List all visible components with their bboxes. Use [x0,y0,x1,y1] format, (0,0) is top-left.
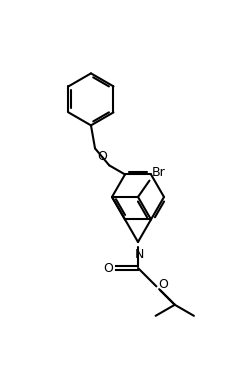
Text: O: O [97,151,107,163]
Text: Br: Br [151,165,165,178]
Text: O: O [159,278,168,291]
Text: N: N [134,248,144,261]
Text: O: O [103,262,113,275]
